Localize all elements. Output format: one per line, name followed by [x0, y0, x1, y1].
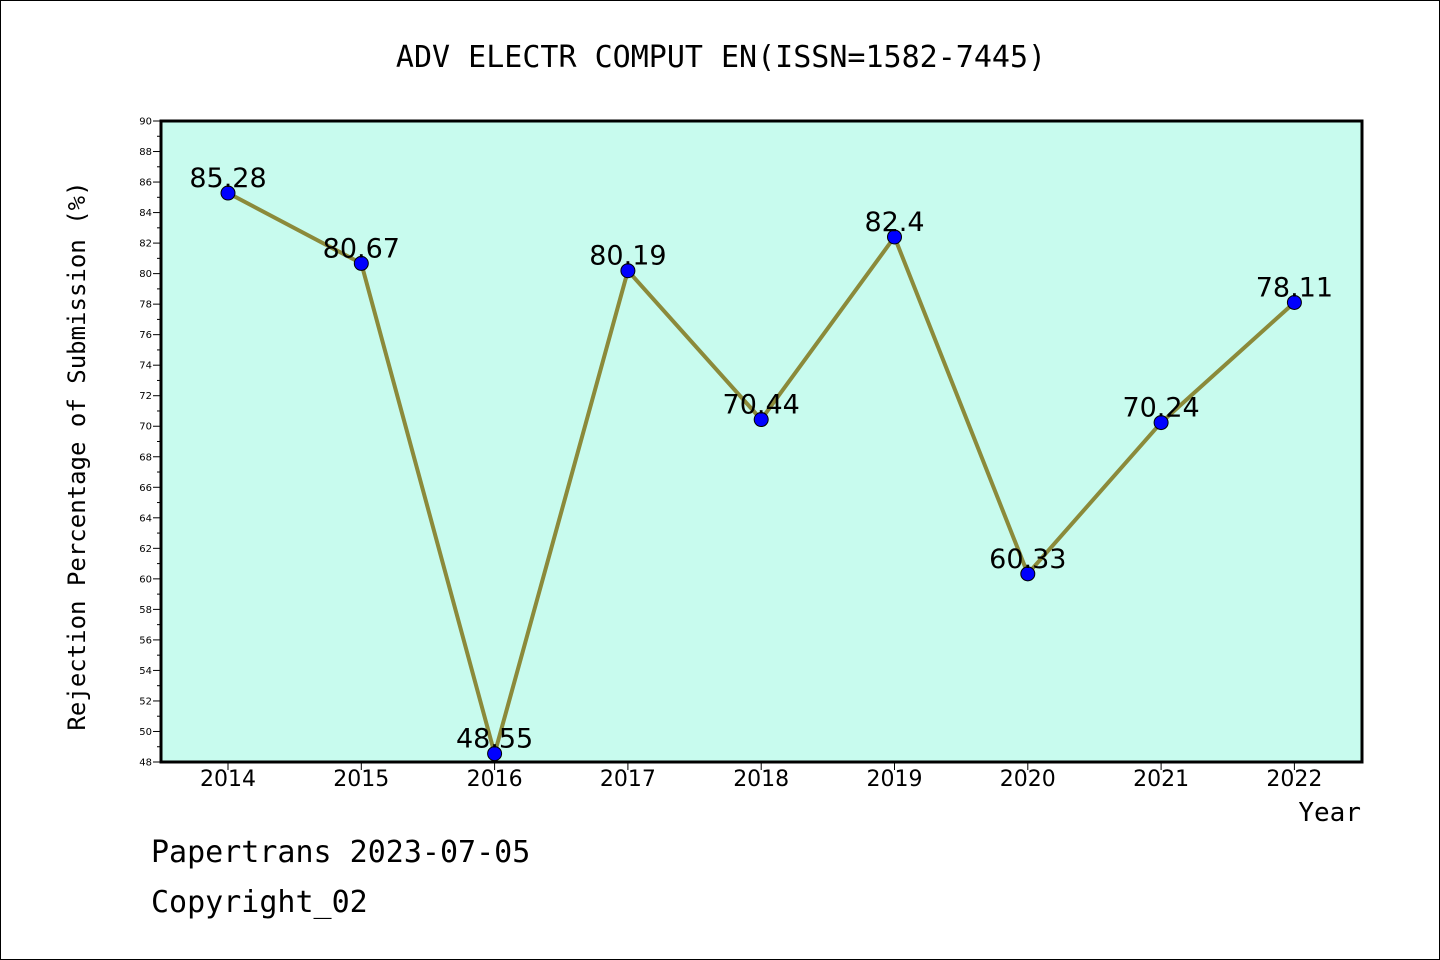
- y-tick-label: 58: [139, 605, 152, 616]
- y-axis-ticks: 48 50 52 54 56 58 60 62 64 66 68 70 72 74 76 78 80 82 84 86…: [139, 117, 161, 769]
- y-tick-label: 80: [139, 269, 152, 280]
- data-point-2017: [620, 263, 636, 279]
- x-tick-label: 2017: [600, 767, 656, 792]
- y-tick-label: 88: [139, 147, 152, 158]
- y-tick-label: 62: [139, 544, 152, 555]
- y-tick-label: 48: [139, 758, 152, 769]
- x-tick-label: 2019: [867, 767, 923, 792]
- y-tick-label: 60: [139, 574, 152, 585]
- data-label-2015: 80.67: [323, 233, 400, 264]
- y-tick-label: 78: [139, 300, 152, 311]
- data-label-2022: 78.11: [1256, 272, 1333, 303]
- y-axis-label: Rejection Percentage of Submission (%): [63, 181, 91, 730]
- data-label-2020: 60.33: [989, 544, 1066, 575]
- footer-date: Papertrans 2023-07-05: [151, 835, 531, 870]
- data-point-2019: [887, 229, 902, 245]
- x-tick-label: 2021: [1133, 767, 1189, 792]
- y-tick-label: 52: [139, 696, 152, 707]
- data-markers: [220, 185, 1302, 762]
- data-point-2020: [1020, 566, 1036, 582]
- y-tick-label: 70: [139, 422, 152, 433]
- data-labels: 85.28 80.67 48.55 80.19 70.44 82.4 60.33 70.24 7…: [189, 163, 1333, 755]
- x-tick-label: 2022: [1266, 767, 1322, 792]
- data-label-2019: 82.4: [864, 207, 924, 238]
- x-tick-label: 2016: [467, 767, 523, 792]
- data-point-2021: [1153, 415, 1169, 431]
- data-point-2016: [487, 746, 503, 762]
- data-label-2016: 48.55: [456, 724, 533, 755]
- data-label-2014: 85.28: [189, 163, 266, 194]
- y-tick-label: 82: [139, 239, 152, 250]
- x-axis-ticks: 2014 2015 2016 2017 2018 2019 2020 2021 2022: [200, 762, 1322, 792]
- plot-area: [159, 119, 1364, 764]
- y-tick-label: 50: [139, 727, 152, 738]
- y-tick-label: 72: [139, 391, 152, 402]
- chart-title: ADV ELECTR COMPUT EN(ISSN=1582-7445): [396, 40, 1046, 75]
- y-tick-label: 54: [139, 666, 152, 677]
- data-label-2018: 70.44: [723, 390, 800, 421]
- y-tick-label: 74: [139, 361, 152, 372]
- x-tick-label: 2018: [733, 767, 789, 792]
- y-tick-label: 84: [139, 208, 152, 219]
- y-tick-label: 86: [139, 178, 152, 189]
- y-tick-label: 66: [139, 483, 152, 494]
- footer-copyright: Copyright_02: [151, 885, 368, 920]
- y-tick-label: 68: [139, 452, 152, 463]
- data-point-2014: [220, 185, 236, 201]
- data-label-2017: 80.19: [589, 241, 666, 272]
- data-point-2015: [353, 255, 369, 271]
- y-tick-label: 56: [139, 635, 152, 646]
- y-tick-label: 64: [139, 513, 152, 524]
- data-point-2022: [1286, 294, 1302, 310]
- y-tick-label: 76: [139, 330, 152, 341]
- x-tick-label: 2020: [1000, 767, 1056, 792]
- y-tick-label: 90: [139, 117, 152, 128]
- x-axis-label: Year: [1298, 798, 1361, 828]
- x-tick-label: 2015: [333, 767, 389, 792]
- data-point-2018: [753, 412, 769, 428]
- x-tick-label: 2014: [200, 767, 256, 792]
- data-label-2021: 70.24: [1122, 393, 1199, 424]
